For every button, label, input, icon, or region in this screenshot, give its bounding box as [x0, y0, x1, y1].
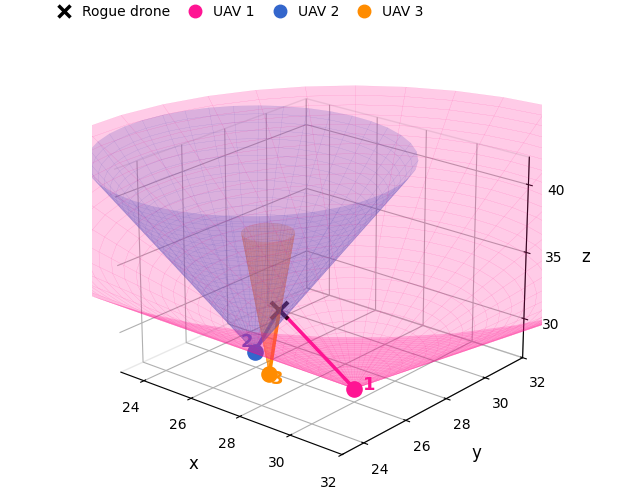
X-axis label: x: x — [188, 455, 198, 473]
Y-axis label: y: y — [471, 444, 481, 462]
Legend: Rogue drone, UAV 1, UAV 2, UAV 3: Rogue drone, UAV 1, UAV 2, UAV 3 — [44, 0, 429, 25]
